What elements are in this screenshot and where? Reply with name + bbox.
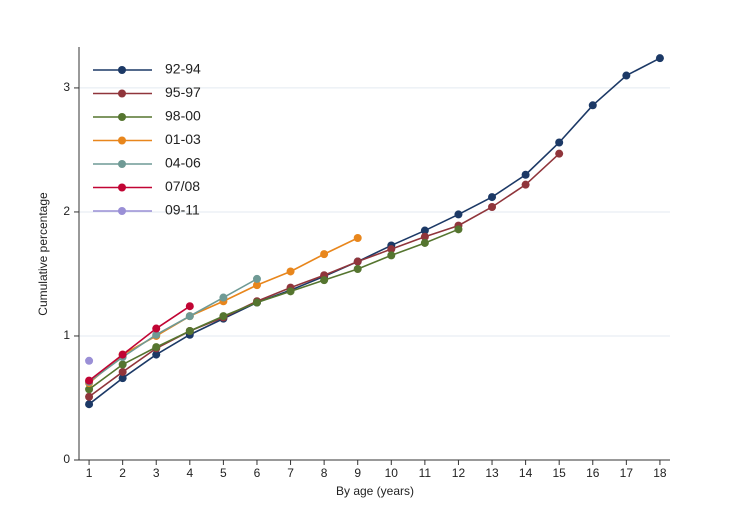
series-line (88, 57, 661, 405)
data-point (320, 250, 329, 259)
data-point (454, 225, 463, 234)
data-point (555, 149, 564, 158)
data-point (521, 180, 530, 189)
x-tick-label: 14 (519, 466, 533, 480)
x-tick-label: 8 (321, 466, 328, 480)
data-point (353, 265, 362, 274)
x-tick-label: 7 (287, 466, 294, 480)
series-line (88, 228, 459, 390)
legend-marker (118, 89, 126, 98)
data-point (118, 374, 127, 383)
data-point (353, 233, 362, 242)
y-tick-label: 3 (63, 80, 70, 94)
data-point (521, 170, 530, 179)
legend-label: 07/08 (165, 178, 200, 194)
data-point (387, 251, 396, 260)
legend-label: 98-00 (165, 108, 201, 124)
data-point (420, 226, 429, 235)
data-point (622, 71, 631, 80)
data-point (488, 193, 497, 202)
data-point (219, 312, 228, 321)
x-tick-label: 12 (452, 466, 466, 480)
data-point (353, 257, 362, 266)
legend-marker (118, 136, 126, 145)
x-tick-label: 2 (119, 466, 126, 480)
legend-label: 92-94 (165, 61, 201, 77)
data-point (387, 245, 396, 254)
x-tick-label: 3 (153, 466, 160, 480)
legend-marker (118, 66, 126, 74)
series-line (88, 278, 258, 383)
data-point (118, 367, 127, 376)
data-point (252, 274, 261, 283)
data-point (152, 350, 161, 359)
x-tick-label: 16 (586, 466, 600, 480)
data-point (420, 232, 429, 241)
x-tick-label: 10 (385, 466, 399, 480)
x-tick-label: 11 (419, 466, 432, 480)
legend-marker (118, 113, 126, 121)
x-tick-label: 15 (553, 466, 567, 480)
data-point (655, 54, 664, 63)
legend-marker (118, 160, 126, 168)
data-point (85, 392, 94, 401)
legend-label: 09-11 (165, 202, 200, 218)
data-point (85, 376, 94, 385)
data-point (85, 385, 94, 394)
data-point (185, 312, 194, 321)
data-point (286, 267, 295, 276)
legend-label: 01-03 (165, 131, 201, 147)
data-point (252, 281, 261, 290)
data-point (252, 298, 261, 307)
legend-label: 04-06 (165, 155, 201, 171)
data-point (588, 101, 597, 110)
x-tick-label: 6 (254, 466, 261, 480)
data-point (152, 343, 161, 352)
data-point (185, 302, 194, 311)
data-point (219, 293, 228, 302)
y-tick-label: 0 (63, 452, 70, 466)
data-point (152, 330, 161, 339)
data-point (454, 210, 463, 219)
data-point (85, 400, 94, 409)
legend-marker (118, 183, 126, 192)
legend-label: 95-97 (165, 84, 201, 100)
y-axis-label: Cumulative percentage (36, 192, 50, 316)
data-point (320, 276, 329, 285)
data-point (420, 238, 429, 247)
data-point (152, 324, 161, 333)
data-point (118, 360, 127, 369)
data-point (555, 138, 564, 147)
y-tick-label: 2 (63, 204, 70, 218)
data-point (286, 287, 295, 296)
x-tick-label: 4 (186, 466, 193, 480)
x-axis-label: By age (years) (336, 484, 414, 498)
x-tick-label: 17 (620, 466, 634, 480)
data-point (85, 356, 94, 365)
data-point (488, 202, 497, 211)
x-tick-label: 9 (354, 466, 361, 480)
x-tick-label: 5 (220, 466, 227, 480)
series-line (88, 305, 191, 382)
x-tick-label: 1 (86, 466, 93, 480)
y-tick-label: 1 (63, 328, 70, 342)
x-tick-label: 18 (653, 466, 667, 480)
data-point (118, 350, 127, 359)
legend-marker (118, 207, 126, 215)
x-tick-label: 13 (485, 466, 499, 480)
data-point (185, 327, 194, 336)
